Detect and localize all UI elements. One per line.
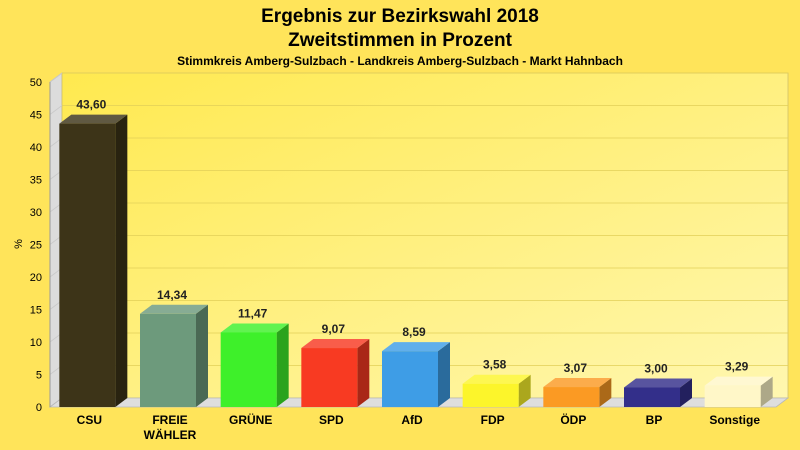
bar-top [301,339,370,349]
data-label: 9,07 [322,322,346,336]
x-tick-label-line: FDP [481,413,505,427]
bar [704,376,773,407]
y-tick-label: 0 [36,402,42,414]
x-tick-label-line: BP [646,413,663,427]
bar-top [220,323,289,333]
x-tick-label-line: FREIE [152,413,187,427]
bar-top [382,342,450,352]
bar-front [624,387,680,407]
bar-front [704,385,761,407]
bar-side [760,376,773,407]
x-tick-label-line: Sonstige [709,413,760,427]
bar [220,323,289,407]
x-tick-label: FDP [481,413,505,427]
y-tick-label: 45 [30,110,42,122]
data-label: 43,60 [76,98,106,112]
x-tick-label: GRÜNE [229,412,272,427]
y-tick-label: 35 [30,175,42,187]
data-label: 3,58 [483,358,507,372]
x-tick-label: ÖDP [560,412,586,427]
gridline-wall [49,72,63,83]
bar-top [543,378,612,388]
bar-side [357,339,370,407]
data-label: 3,29 [725,360,749,374]
bar-top [59,114,128,124]
chart-subsubtitle: Stimmkreis Amberg-Sulzbach - Landkreis A… [177,54,623,68]
bar-top [140,304,208,314]
bar-top [704,376,773,386]
y-tick-label: 15 [30,305,42,317]
x-tick-label: AfD [401,413,423,427]
data-label: 8,59 [402,325,426,339]
bar-side [518,374,531,407]
bar-side [115,114,128,407]
bar [301,339,370,407]
x-tick-label-line: GRÜNE [229,412,272,427]
x-tick-label: FREIE WÄHLER [144,413,197,442]
x-tick-label-line: WÄHLER [144,427,197,442]
y-tick-label: 30 [30,207,42,219]
y-tick-label: 5 [36,370,42,382]
data-label: 14,34 [157,288,187,302]
bar [140,304,208,407]
bar-front [543,387,600,407]
bar-front [462,383,519,407]
x-tick-label: CSU [77,413,102,427]
bar-side [276,323,289,407]
bar-side [438,342,450,407]
y-tick-label: 40 [30,142,42,154]
data-label: 11,47 [238,306,268,320]
bar [624,378,692,407]
bar-front [301,348,358,407]
x-tick-label: BP [646,413,663,427]
y-tick-label: 20 [30,272,42,284]
x-tick-label: Sonstige [709,413,760,427]
bar [543,378,612,407]
bar-side [196,304,208,407]
x-tick-label-line: ÖDP [560,412,586,427]
y-axis-label: % [13,239,25,249]
data-label: 3,07 [564,361,588,375]
y-tick-label: 25 [30,240,42,252]
bar-side [680,378,692,407]
y-tick-label: 50 [30,77,42,89]
bar-top [624,378,692,388]
bar-side [599,378,612,407]
gridline-wall [49,105,63,115]
bar [462,374,531,407]
x-tick-label-line: SPD [319,413,344,427]
x-tick-label-line: AfD [401,413,423,427]
x-tick-label: SPD [319,413,344,427]
data-label: 3,00 [644,362,668,376]
x-tick-label-line: CSU [77,413,102,427]
bar [59,114,128,407]
chart-subtitle: Zweitstimmen in Prozent [288,30,512,51]
bar-front [220,332,277,407]
bar-front [59,123,116,407]
bar-front [382,351,438,407]
bar [382,342,450,407]
bar-front [140,313,196,407]
y-tick-label: 10 [30,337,42,349]
bar-top [462,374,531,384]
chart-title: Ergebnis zur Bezirkswahl 2018 [261,6,539,27]
